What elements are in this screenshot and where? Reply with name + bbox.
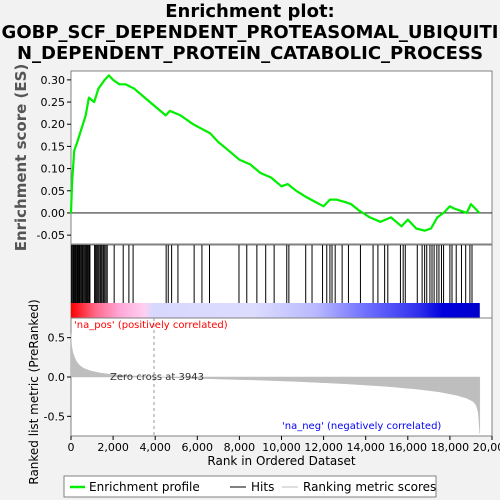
metric-y-tick-label: 0.0	[48, 371, 66, 384]
es-point	[295, 189, 298, 192]
es-point	[84, 114, 87, 117]
es-y-tick-label: 0.25	[41, 96, 66, 109]
es-y-tick-label: -0.05	[37, 229, 65, 242]
legend-es-label: Enrichment profile	[89, 480, 200, 494]
es-point	[73, 149, 76, 152]
hits-panel	[70, 244, 493, 319]
legend-box	[63, 475, 437, 498]
es-point	[87, 96, 90, 99]
es-panel: -0.05 0.00 0.05 0.10 0.15 0.20 0.25 0.30 Enrichm…	[12, 64, 493, 252]
x-tick-label: 12,000	[304, 441, 343, 454]
x-tick-label: 16,000	[389, 441, 428, 454]
es-point	[70, 212, 72, 214]
es-point	[107, 74, 110, 77]
es-plot-area	[70, 70, 493, 245]
es-point	[209, 132, 211, 135]
es-point	[71, 180, 73, 183]
es-point	[329, 198, 331, 201]
legend-hits-label: Hits	[251, 480, 274, 494]
es-point	[143, 96, 146, 99]
x-tick-label: 0	[68, 441, 75, 454]
es-point	[118, 83, 121, 86]
metric-panel: Zero cross at 3943 'na_pos' (positively c…	[27, 299, 500, 484]
es-point	[478, 212, 481, 214]
chart-title: Enrichment plot: GOBP_SCF_DEPENDENT_PROT…	[1, 1, 499, 64]
es-point	[76, 141, 79, 143]
es-point	[449, 205, 451, 208]
es-point	[343, 200, 346, 203]
legend-metric-label: Ranking metric scores	[303, 480, 436, 494]
es-point	[270, 176, 272, 179]
es-point	[322, 205, 325, 208]
x-tick-label: 6,000	[182, 441, 214, 454]
es-y-tick-label: 0.20	[41, 118, 66, 131]
es-point	[406, 218, 409, 221]
es-point	[400, 225, 403, 228]
x-tick-label: 4,000	[139, 441, 171, 454]
es-point	[124, 83, 127, 86]
es-point	[350, 203, 352, 205]
es-point	[286, 183, 289, 186]
es-point	[103, 78, 106, 81]
es-point	[200, 127, 203, 130]
es-point	[442, 212, 445, 214]
es-point	[112, 78, 114, 81]
zero-cross-label: Zero cross at 3943	[110, 372, 204, 383]
es-line	[69, 74, 481, 232]
x-axis-label: Rank in Ordered Dataset	[207, 454, 355, 468]
es-point	[227, 149, 230, 152]
es-point	[305, 196, 308, 199]
pos-correlated-label: 'na_pos' (positively correlated)	[74, 320, 228, 331]
legend: Enrichment profile Hits Ranking metric sco…	[63, 475, 437, 498]
x-tick-label: 14,000	[346, 441, 385, 454]
es-y-axis-label: Enrichment score (ES)	[12, 64, 30, 252]
es-point	[474, 207, 477, 210]
metric-y-axis-label: Ranked list metric (PreRanked)	[27, 299, 41, 484]
es-point	[423, 229, 426, 232]
es-point	[280, 185, 283, 188]
x-tick-label: 18,000	[431, 441, 470, 454]
es-point	[238, 158, 241, 161]
es-point	[470, 203, 472, 205]
es-y-tick-label: 0.05	[41, 185, 66, 198]
es-point	[164, 114, 167, 117]
x-tick-label: 8,000	[224, 441, 256, 454]
es-y-tick-label: 0.00	[41, 207, 66, 220]
x-tick-label: 10,000	[262, 441, 301, 454]
es-point	[259, 172, 262, 174]
metric-y-tick-label: -0.5	[44, 410, 65, 423]
metric-area	[70, 333, 481, 434]
es-point	[453, 207, 456, 210]
rank-color-bar	[71, 303, 480, 318]
es-point	[390, 216, 392, 219]
neg-correlated-label: 'na_neg' (negatively correlated)	[282, 421, 441, 432]
es-y-tick-label: 0.30	[41, 74, 66, 87]
es-point	[249, 163, 251, 166]
es-point	[179, 114, 182, 117]
es-point	[465, 212, 468, 214]
es-point	[335, 198, 338, 201]
es-y-tick-label: 0.15	[41, 140, 66, 153]
es-point	[192, 123, 194, 126]
metric-y-tick-label: 0.5	[48, 332, 66, 345]
es-point	[379, 220, 382, 223]
es-point	[459, 209, 462, 212]
x-tick-label: 2,000	[97, 441, 129, 454]
es-point	[358, 209, 361, 212]
es-point	[436, 216, 439, 219]
es-point	[314, 200, 317, 203]
es-point	[217, 141, 220, 143]
es-y-tick-label: 0.10	[41, 163, 66, 176]
es-point	[133, 87, 136, 90]
es-point	[80, 127, 83, 130]
x-tick-label: 20,000	[473, 441, 500, 454]
es-point	[97, 87, 100, 90]
es-point	[430, 227, 432, 230]
es-point	[169, 110, 171, 112]
es-point	[93, 101, 96, 103]
es-point	[415, 227, 418, 230]
es-point	[369, 216, 371, 219]
